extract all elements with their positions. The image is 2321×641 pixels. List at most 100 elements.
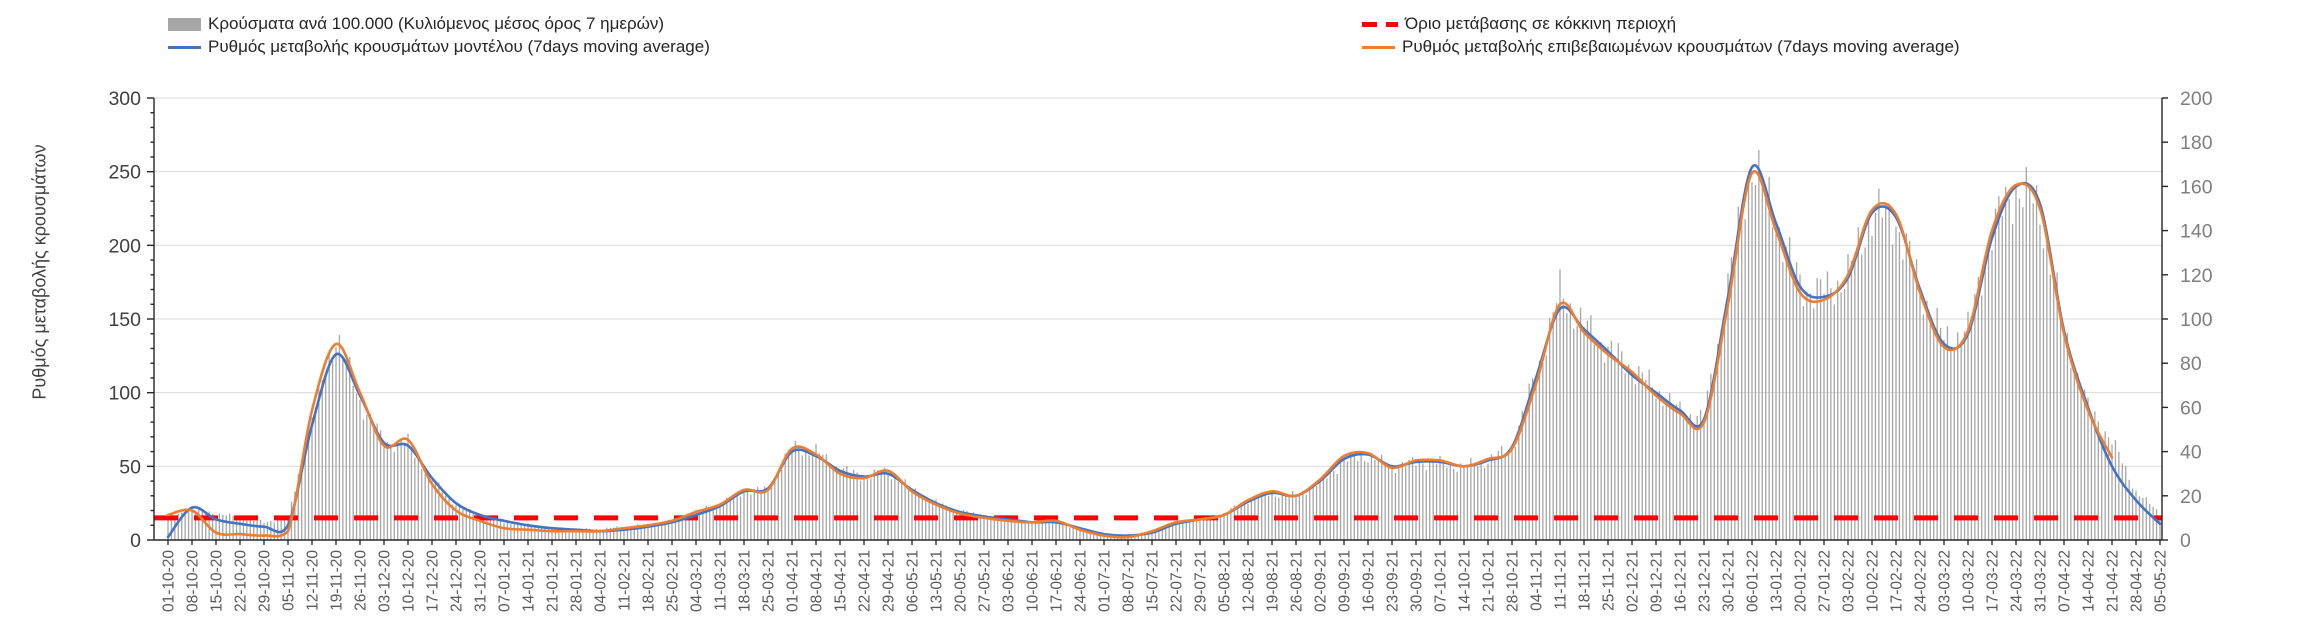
- x-tick-label: 26-08-21: [1289, 550, 1306, 612]
- x-tick-label: 26-11-20: [353, 550, 370, 611]
- x-tick-label: 16-09-21: [1361, 550, 1378, 612]
- x-tick-label: 15-04-21: [833, 550, 850, 612]
- y-right-tick-label: 100: [2180, 309, 2213, 331]
- legend-item-confirmed-rate: Ρυθμός μεταβολής επιβεβαιωμένων κρουσμάτ…: [1362, 37, 1960, 57]
- line-swatch-icon: [168, 45, 201, 49]
- left-axis: 0 50 100 150 200 250 300: [108, 88, 155, 552]
- x-axis: 01-10-20 08-10-20 15-10-20 22-10-20 29-10-20…: [154, 539, 2170, 612]
- x-tick-label: 09-09-21: [1337, 550, 1354, 612]
- x-tick-label: 10-06-21: [1025, 550, 1042, 612]
- x-tick-label: 28-04-22: [2129, 550, 2146, 612]
- x-tick-label: 07-04-22: [2057, 550, 2074, 612]
- x-tick-label: 08-10-20: [185, 550, 202, 612]
- y-right-tick-label: 180: [2180, 132, 2213, 154]
- x-tick-label: 30-09-21: [1409, 550, 1426, 612]
- x-tick-label: 10-03-22: [1961, 550, 1978, 612]
- x-tick-label: 18-11-21: [1577, 550, 1594, 611]
- x-tick-label: 04-02-21: [593, 550, 610, 612]
- x-tick-label: 29-07-21: [1193, 550, 1210, 612]
- x-tick-label: 19-11-20: [329, 550, 346, 611]
- x-tick-label: 27-01-22: [1817, 550, 1834, 612]
- gridlines: [154, 97, 2162, 467]
- x-tick-label: 25-02-21: [665, 550, 682, 612]
- x-tick-label: 08-04-21: [809, 550, 826, 612]
- x-tick-label: 07-10-21: [1433, 550, 1450, 612]
- x-tick-label: 06-05-21: [905, 550, 922, 612]
- x-tick-label: 11-02-21: [617, 550, 634, 611]
- y-right-tick-label: 60: [2180, 397, 2202, 419]
- legend-label: Όριο μετάβασης σε κόκκινη περιοχή: [1405, 14, 1677, 33]
- x-tick-label: 25-11-21: [1601, 550, 1618, 611]
- x-tick-label: 14-10-21: [1457, 550, 1474, 612]
- x-tick-label: 14-01-21: [521, 550, 538, 612]
- x-tick-label: 16-12-21: [1673, 550, 1690, 612]
- y-right-tick-label: 40: [2180, 442, 2202, 464]
- x-tick-label: 30-12-21: [1721, 550, 1738, 612]
- x-tick-label: 18-03-21: [737, 550, 754, 612]
- x-tick-label: 17-03-22: [1985, 550, 2002, 612]
- x-tick-label: 21-10-21: [1481, 550, 1498, 612]
- x-tick-label: 20-05-21: [953, 550, 970, 612]
- x-tick-label: 06-01-22: [1745, 550, 1762, 612]
- x-tick-label: 03-02-22: [1841, 550, 1858, 612]
- x-tick-label: 04-11-21: [1529, 550, 1546, 611]
- x-tick-label: 11-11-21: [1553, 550, 1570, 610]
- y-left-tick-label: 300: [108, 88, 141, 110]
- y-left-tick-label: 0: [130, 530, 141, 552]
- x-tick-label: 29-10-20: [257, 550, 274, 612]
- x-tick-label: 17-02-22: [1889, 550, 1906, 612]
- x-tick-label: 31-12-20: [473, 550, 490, 612]
- x-tick-label: 24-06-21: [1073, 550, 1090, 612]
- y-right-tick-label: 160: [2180, 176, 2213, 198]
- x-tick-label: 01-10-20: [161, 550, 178, 612]
- x-tick-label: 05-11-20: [281, 550, 298, 611]
- x-tick-label: 20-01-22: [1793, 550, 1810, 612]
- x-tick-label: 11-03-21: [713, 550, 730, 611]
- x-tick-label: 22-07-21: [1169, 550, 1186, 612]
- x-tick-label: 01-07-21: [1097, 550, 1114, 612]
- y-left-tick-label: 200: [108, 235, 141, 257]
- x-tick-label: 03-03-22: [1937, 550, 1954, 612]
- legend-item-cases-per-100k: Κρούσματα ανά 100.000 (Κυλιόμενος μέσος …: [168, 14, 664, 34]
- x-tick-label: 03-06-21: [1001, 550, 1018, 612]
- x-tick-label: 27-05-21: [977, 550, 994, 612]
- x-tick-label: 15-07-21: [1145, 550, 1162, 612]
- x-tick-label: 01-04-21: [785, 550, 802, 612]
- y-right-tick-label: 80: [2180, 353, 2202, 375]
- x-tick-label: 23-09-21: [1385, 550, 1402, 612]
- x-tick-label: 05-08-21: [1217, 550, 1234, 612]
- x-tick-label: 24-03-22: [2009, 550, 2026, 612]
- x-tick-label: 31-03-22: [2033, 550, 2050, 612]
- x-tick-label: 02-09-21: [1313, 550, 1330, 612]
- x-tick-label: 13-01-22: [1769, 550, 1786, 612]
- dashed-line-swatch-icon: [1362, 21, 1398, 27]
- y-right-tick-label: 200: [2180, 88, 2213, 110]
- x-tick-label: 10-02-22: [1865, 550, 1882, 612]
- x-tick-label: 07-01-21: [497, 550, 514, 612]
- x-tick-label: 19-08-21: [1265, 550, 1282, 612]
- x-tick-label: 12-11-20: [305, 550, 322, 611]
- confirmed-line: [166, 169, 2114, 539]
- x-tick-label: 23-12-21: [1697, 550, 1714, 612]
- x-tick-label: 29-04-21: [881, 550, 898, 612]
- x-tick-label: 24-02-22: [1913, 550, 1930, 612]
- x-tick-label: 09-12-21: [1649, 550, 1666, 612]
- right-axis: 0 20 40 60 80 100 120 140 160 180 200: [2161, 88, 2213, 552]
- x-tick-label: 12-08-21: [1241, 550, 1258, 612]
- legend-label: Κρούσματα ανά 100.000 (Κυλιόμενος μέσος …: [208, 14, 665, 33]
- y-right-tick-label: 120: [2180, 265, 2213, 287]
- x-tick-label: 22-04-21: [857, 550, 874, 612]
- x-tick-label: 02-12-21: [1625, 550, 1642, 612]
- line-swatch-icon: [1362, 45, 1395, 49]
- legend-label: Ρυθμός μεταβολής επιβεβαιωμένων κρουσμάτ…: [1402, 37, 1960, 56]
- y-left-tick-label: 50: [119, 456, 141, 478]
- bar-swatch-icon: [168, 17, 201, 31]
- legend-item-red-zone-threshold: Όριο μετάβασης σε κόκκινη περιοχή: [1362, 14, 1676, 34]
- x-tick-label: 28-10-21: [1505, 550, 1522, 612]
- x-tick-label: 08-07-21: [1121, 550, 1138, 612]
- x-tick-label: 05-05-22: [2153, 550, 2170, 612]
- x-tick-label: 10-12-20: [401, 550, 418, 612]
- legend-item-model-rate: Ρυθμός μεταβολής κρουσμάτων μοντέλου (7d…: [168, 37, 710, 57]
- x-tick-label: 03-12-20: [377, 550, 394, 612]
